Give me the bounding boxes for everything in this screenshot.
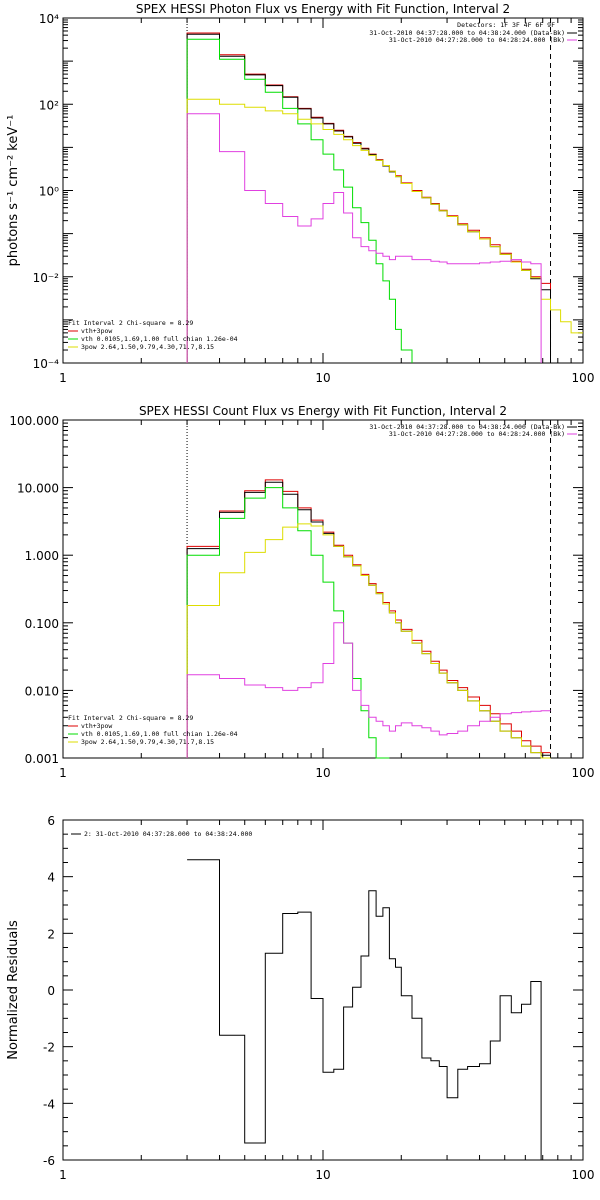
legend-header: Fit Interval 2 Chi-square = 8.29 — [68, 714, 193, 722]
x-tick-label: 1 — [59, 1168, 67, 1182]
legend-entry: vth 0.0105,1.69,1.00 full chian 1.26e-04 — [81, 730, 238, 738]
chart-panel-3: 1 10 100 -6 -4 -2 0 2 4 6 Normalized Residuals 2: 3… — [6, 814, 594, 1182]
x-tick-label: 10 — [315, 1168, 330, 1182]
series-line-5 — [186, 113, 542, 363]
series-line-4 — [186, 523, 551, 759]
chart-panel-2: SPEX HESSI Count Flux vs Energy with Fit… — [9, 404, 594, 780]
axes-frame — [62, 819, 584, 1161]
y-tick-label: -6 — [43, 1154, 55, 1168]
chart-panel-1: SPEX HESSI Photon Flux vs Energy with Fi… — [6, 2, 594, 385]
y-axis-label: photons s⁻¹ cm⁻² keV⁻¹ — [6, 115, 21, 267]
y-tick-label: 6 — [47, 814, 55, 828]
y-tick-label: 0.010 — [25, 684, 59, 698]
legend-entry: vth+3pow — [81, 722, 112, 730]
y-tick-label: 0.001 — [25, 752, 59, 766]
legend-entry: vth+3pow — [81, 327, 112, 335]
legend-entry: 2: 31-Oct-2010 04:37:28.000 to 04:38:24.… — [84, 830, 252, 838]
y-tick-label: -2 — [43, 1041, 55, 1055]
series-line-1 — [186, 32, 551, 363]
legend-bottom: Fit Interval 2 Chi-square = 8.29vth+3pow… — [68, 319, 238, 351]
y-tick-label: 1.000 — [25, 549, 59, 563]
legend-entry: 31-Oct-2010 04:27:28.000 to 04:28:24.000… — [389, 430, 565, 438]
y-tick-label: 2 — [47, 927, 55, 941]
series-line-3 — [186, 487, 390, 759]
x-tick-label: 100 — [572, 371, 595, 385]
y-tick-label: 4 — [47, 871, 55, 885]
x-tick-label: 100 — [572, 1168, 595, 1182]
y-tick-label: 0 — [47, 984, 55, 998]
legend-top: 31-Oct-2010 04:37:28.000 to 04:38:24.000… — [369, 423, 577, 438]
y-tick-label: 10² — [39, 98, 59, 112]
y-tick-label: 0.100 — [25, 617, 59, 631]
legend-header: Fit Interval 2 Chi-square = 8.29 — [68, 319, 193, 327]
legend-top: 2: 31-Oct-2010 04:37:28.000 to 04:38:24.… — [71, 830, 252, 838]
x-tick-label: 10 — [315, 371, 330, 385]
chart-title: SPEX HESSI Photon Flux vs Energy with Fi… — [136, 2, 510, 16]
legend-entry: 31-Oct-2010 04:37:28.000 to 04:38:24.000… — [369, 423, 565, 431]
y-tick-label: 10⁻² — [33, 271, 60, 285]
legend-entry: 3pow 2.64,1.50,9.79,4.30,71.7,8.15 — [81, 738, 214, 746]
series-line-2 — [186, 33, 551, 363]
x-tick-label: 1 — [59, 766, 67, 780]
y-tick-label: 100.000 — [9, 414, 59, 428]
chart-title: SPEX HESSI Count Flux vs Energy with Fit… — [139, 404, 507, 418]
y-tick-label: 10⁻⁴ — [33, 357, 60, 371]
y-tick-label: 10.000 — [17, 482, 59, 496]
series-line-3 — [186, 38, 413, 363]
legend-entry: 3pow 2.64,1.50,9.79,4.30,71.7,8.15 — [81, 343, 214, 351]
legend-entry: 31-Oct-2010 04:37:28.000 to 04:38:24.000… — [369, 29, 565, 37]
series-line-4 — [186, 98, 583, 363]
series-line-1 — [187, 859, 551, 1161]
y-tick-label: 10⁴ — [39, 12, 59, 26]
axes-frame — [62, 17, 584, 364]
y-axis-label: Normalized Residuals — [6, 920, 21, 1060]
x-tick-label: 10 — [315, 766, 330, 780]
axes-frame — [62, 419, 584, 759]
legend-bottom: Fit Interval 2 Chi-square = 8.29vth+3pow… — [68, 714, 238, 746]
y-tick-label: -4 — [43, 1097, 55, 1111]
legend-entry: 31-Oct-2010 04:27:28.000 to 04:28:24.000… — [389, 36, 565, 44]
legend-header: Detectors: 1F 3F 4F 6F 9F — [457, 21, 555, 29]
x-tick-label: 100 — [572, 766, 595, 780]
x-tick-label: 1 — [59, 371, 67, 385]
legend-entry: vth 0.0105,1.69,1.00 full chian 1.26e-04 — [81, 335, 238, 343]
series-line-5 — [186, 622, 551, 758]
y-tick-label: 10⁰ — [39, 185, 59, 199]
